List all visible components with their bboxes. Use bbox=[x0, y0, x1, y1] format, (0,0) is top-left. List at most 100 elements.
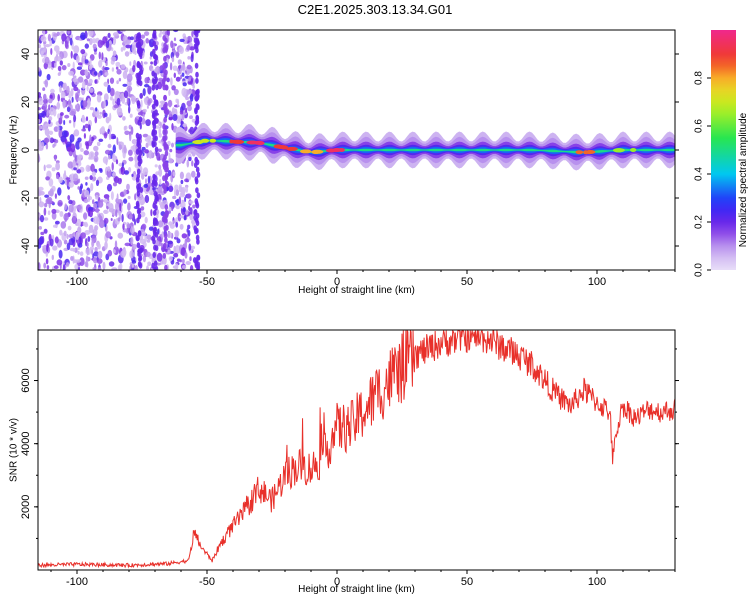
noise-streak-cell bbox=[196, 171, 201, 178]
noise-cell bbox=[180, 188, 185, 196]
noise-cell bbox=[124, 170, 129, 175]
noise-streak-cell bbox=[154, 44, 158, 51]
noise-cell bbox=[57, 199, 63, 207]
noise-streak-cell bbox=[195, 71, 199, 78]
noise-cell bbox=[119, 191, 125, 197]
noise-cell bbox=[55, 220, 60, 225]
noise-streak-cell bbox=[162, 129, 166, 136]
noise-cell bbox=[128, 81, 132, 86]
noise-cell bbox=[63, 230, 67, 237]
noise-cell bbox=[92, 43, 97, 50]
y-axis-label: SNR (10 * v/v) bbox=[9, 418, 20, 482]
x-tick-label: 100 bbox=[588, 576, 606, 588]
noise-cell bbox=[171, 123, 174, 131]
noise-cell bbox=[130, 145, 136, 151]
noise-streak-cell bbox=[195, 159, 200, 166]
noise-cell bbox=[44, 56, 50, 64]
noise-cell bbox=[94, 225, 99, 231]
noise-cell bbox=[189, 256, 192, 262]
noise-cell bbox=[179, 223, 184, 230]
noise-streak-cell bbox=[137, 183, 142, 189]
noise-cell bbox=[173, 37, 177, 42]
noise-cell bbox=[130, 36, 134, 41]
noise-cell bbox=[81, 80, 86, 90]
noise-cell bbox=[159, 100, 166, 105]
colorbar-tick-label: 0.6 bbox=[694, 119, 705, 133]
noise-cell bbox=[51, 254, 54, 260]
noise-cell bbox=[191, 30, 194, 38]
noise-cell bbox=[158, 168, 163, 177]
noise-streak-cell bbox=[195, 77, 199, 84]
noise-cell bbox=[140, 201, 144, 206]
noise-streak-cell bbox=[152, 202, 156, 209]
noise-cell bbox=[106, 166, 111, 172]
noise-cell bbox=[157, 148, 162, 153]
noise-cell bbox=[179, 259, 182, 263]
noise-cell bbox=[118, 209, 121, 216]
noise-cell bbox=[82, 222, 86, 226]
noise-cell bbox=[71, 215, 77, 224]
noise-cell bbox=[131, 243, 137, 250]
noise-cell bbox=[38, 97, 44, 106]
noise-cell bbox=[85, 255, 89, 263]
x-tick-label: -100 bbox=[66, 276, 88, 288]
noise-streak-cell bbox=[154, 135, 158, 142]
noise-cell bbox=[49, 137, 55, 144]
noise-cell bbox=[76, 166, 79, 170]
noise-cell bbox=[187, 105, 192, 112]
noise-cell bbox=[77, 186, 80, 190]
noise-streak-cell bbox=[194, 120, 199, 126]
noise-cell bbox=[59, 60, 63, 66]
noise-cell bbox=[132, 65, 136, 73]
noise-cell bbox=[168, 110, 172, 119]
noise-streak-cell bbox=[154, 245, 159, 252]
noise-streak-cell bbox=[151, 235, 156, 242]
noise-cell bbox=[76, 218, 82, 227]
noise-cell bbox=[39, 214, 45, 223]
noise-cell bbox=[75, 105, 78, 111]
noise-streak-cell bbox=[137, 261, 142, 268]
noise-cell bbox=[144, 216, 148, 224]
noise-cell bbox=[186, 89, 193, 95]
noise-cell bbox=[72, 248, 76, 252]
noise-cell bbox=[75, 55, 80, 63]
noise-cell bbox=[89, 107, 94, 111]
noise-cell bbox=[117, 232, 124, 239]
noise-cell bbox=[118, 112, 123, 116]
noise-cell bbox=[100, 199, 104, 203]
noise-streak-cell bbox=[139, 187, 144, 193]
noise-cell bbox=[142, 113, 145, 118]
noise-cell bbox=[44, 128, 50, 136]
noise-cell bbox=[120, 64, 126, 69]
noise-cell bbox=[84, 59, 89, 64]
noise-cell bbox=[185, 96, 190, 101]
noise-cell bbox=[69, 134, 75, 143]
noise-cell bbox=[146, 239, 151, 243]
noise-cell bbox=[86, 242, 89, 248]
noise-cell bbox=[112, 32, 119, 37]
noise-cell bbox=[143, 183, 149, 188]
noise-streak-cell bbox=[136, 137, 141, 143]
noise-cell bbox=[105, 61, 108, 66]
noise-cell bbox=[95, 179, 100, 186]
noise-cell bbox=[59, 85, 62, 93]
noise-cell bbox=[179, 171, 184, 180]
noise-cell bbox=[80, 148, 84, 152]
noise-cell bbox=[116, 193, 119, 203]
noise-cell bbox=[103, 112, 108, 118]
noise-cell bbox=[115, 159, 119, 165]
noise-cell bbox=[76, 66, 82, 70]
noise-cell bbox=[57, 72, 61, 76]
noise-cell bbox=[187, 224, 191, 230]
noise-cell bbox=[124, 242, 131, 247]
noise-cell bbox=[87, 236, 91, 242]
noise-cell bbox=[86, 85, 89, 92]
noise-cell bbox=[90, 163, 95, 172]
noise-cell bbox=[92, 199, 95, 205]
noise-cell bbox=[175, 162, 179, 167]
noise-cell bbox=[62, 83, 66, 90]
noise-cell bbox=[103, 93, 109, 102]
noise-cell bbox=[167, 140, 171, 146]
noise-cell bbox=[60, 135, 67, 142]
